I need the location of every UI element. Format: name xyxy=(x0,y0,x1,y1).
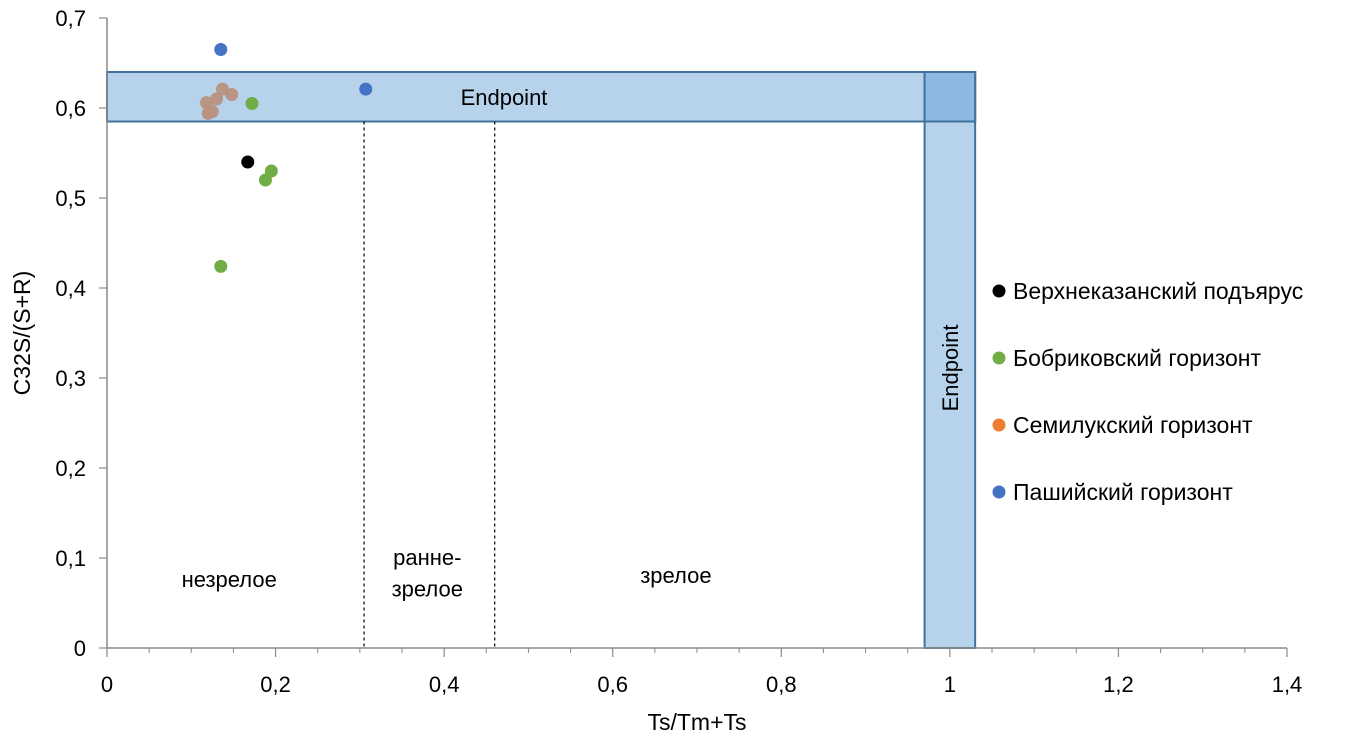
zone-labels: незрелое ранне-зрелое зрелое xyxy=(182,545,712,602)
legend-label: Семилукский горизонт xyxy=(1013,412,1253,438)
legend: Верхнеказанский подъярус Бобриковский гор… xyxy=(992,278,1303,505)
data-point xyxy=(225,88,239,101)
zone-dividers xyxy=(363,121,496,648)
endpoint-band-label-vertical: Endpoint xyxy=(938,325,963,412)
data-point xyxy=(214,43,228,56)
legend-marker xyxy=(992,485,1006,499)
y-tick-label: 0,5 xyxy=(55,186,86,211)
axis-ticks: 0 0,2 0,4 0,6 0,8 1 1,2 1,4 0 0,1 0,2 0,3 0,4 0,5 0,6 0… xyxy=(55,6,1302,697)
data-point xyxy=(258,173,272,187)
x-tick-label: 0,8 xyxy=(766,672,797,697)
data-point xyxy=(359,82,373,96)
zone-label: ранне- xyxy=(393,545,461,570)
legend-marker xyxy=(992,418,1006,432)
x-tick-label: 0,4 xyxy=(429,672,460,697)
x-axis-title: Ts/Tm+Ts xyxy=(647,709,746,735)
x-tick-label: 1,2 xyxy=(1103,672,1134,697)
y-tick-label: 0,6 xyxy=(55,96,86,121)
data-point xyxy=(210,92,224,106)
data-point xyxy=(241,155,255,169)
legend-label: Пашийский горизонт xyxy=(1013,479,1233,505)
endpoint-bands: Endpoint Endpoint xyxy=(106,71,977,649)
x-tick-label: 0,6 xyxy=(597,672,628,697)
x-tick-label: 0 xyxy=(101,672,113,697)
data-points xyxy=(199,43,373,273)
endpoint-band-label-horizontal: Endpoint xyxy=(461,85,548,110)
y-tick-label: 0,3 xyxy=(55,366,86,391)
zone-label: зрелое xyxy=(392,577,463,602)
x-tick-label: 1,4 xyxy=(1272,672,1303,697)
zone-label: незрелое xyxy=(182,567,277,592)
y-tick-label: 0,4 xyxy=(55,276,86,301)
data-point xyxy=(245,97,259,110)
zone-label: зрелое xyxy=(640,563,711,588)
endpoint-band-horizontal xyxy=(106,71,977,123)
y-axis-title: C32S/(S+R) xyxy=(9,271,35,396)
x-tick-label: 1 xyxy=(944,672,956,697)
legend-label: Бобриковский горизонт xyxy=(1013,345,1262,371)
y-tick-label: 0,2 xyxy=(55,456,86,481)
y-tick-label: 0,7 xyxy=(55,6,86,31)
y-tick-label: 0 xyxy=(74,636,86,661)
legend-label: Верхнеказанский подъярус xyxy=(1013,278,1303,304)
endpoint-band-vertical xyxy=(923,71,977,649)
endpoint-band-overlap xyxy=(923,71,977,123)
data-point xyxy=(205,105,219,119)
data-point xyxy=(214,259,228,273)
x-tick-label: 0,2 xyxy=(260,672,291,697)
y-tick-label: 0,1 xyxy=(55,546,86,571)
legend-marker xyxy=(992,284,1006,298)
legend-marker xyxy=(992,351,1006,365)
